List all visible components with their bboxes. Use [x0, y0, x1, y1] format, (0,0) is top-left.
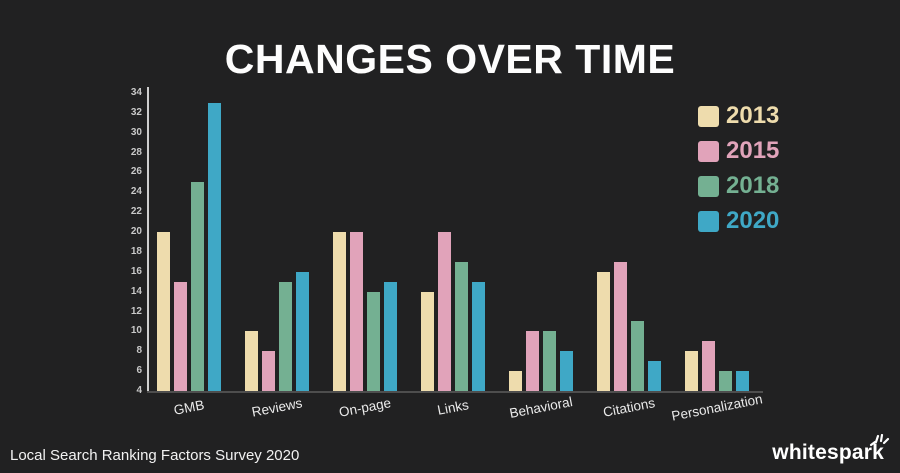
bar-group-on-page: [333, 93, 397, 391]
y-tick-label: 32: [130, 107, 142, 118]
spark-burst-icon: [868, 431, 890, 455]
bar-behavioral-2020: [560, 351, 573, 391]
bar-gmb-2018: [191, 182, 204, 391]
chart-title: CHANGES OVER TIME: [224, 36, 676, 82]
bar-personalization-2018: [719, 371, 732, 391]
legend-item-2013: 2013: [698, 104, 779, 128]
bar-personalization-2015: [702, 341, 715, 391]
y-tick-label: 18: [130, 246, 142, 257]
x-category-label-gmb: GMB: [172, 397, 206, 418]
whitespark-logo: whitespark: [772, 433, 890, 465]
y-tick-label: 6: [136, 365, 142, 376]
bar-group-personalization: [685, 93, 749, 391]
whitespark-logo-text: whitespark: [772, 441, 884, 464]
y-tick-label: 20: [130, 226, 142, 237]
legend-item-2018: 2018: [698, 174, 779, 198]
source-caption: Local Search Ranking Factors Survey 2020: [10, 447, 300, 464]
legend-swatch-2018: [698, 175, 719, 197]
bar-links-2020: [472, 282, 485, 391]
bar-citations-2020: [648, 361, 661, 391]
y-tick-label: 34: [130, 87, 142, 98]
bar-reviews-2015: [262, 351, 275, 391]
y-tick-label: 28: [130, 147, 142, 158]
bar-citations-2013: [597, 272, 610, 391]
bar-group-citations: [597, 93, 661, 391]
y-tick-label: 4: [136, 385, 142, 396]
bar-group-reviews: [245, 93, 309, 391]
legend-item-2020: 2020: [698, 209, 779, 233]
legend-swatch-2020: [698, 210, 719, 232]
bar-on-page-2018: [367, 292, 380, 391]
x-category-label-behavioral: Behavioral: [508, 394, 574, 421]
y-tick-label: 12: [130, 306, 142, 317]
legend-label-2020: 2020: [726, 207, 780, 234]
y-tick-label: 14: [130, 286, 142, 297]
bar-citations-2015: [614, 262, 627, 391]
y-tick-label: 24: [130, 186, 142, 197]
bar-group-gmb: [157, 93, 221, 391]
legend-item-2015: 2015: [698, 139, 779, 163]
x-category-label-citations: Citations: [601, 395, 657, 420]
legend-label-2013: 2013: [726, 102, 780, 129]
bar-behavioral-2013: [509, 371, 522, 391]
y-tick-label: 30: [130, 127, 142, 138]
y-tick-label: 26: [130, 166, 142, 177]
bar-personalization-2020: [736, 371, 749, 391]
legend-swatch-2013: [698, 105, 719, 127]
y-tick-label: 10: [130, 325, 142, 336]
bar-on-page-2013: [333, 232, 346, 391]
bar-citations-2018: [631, 321, 644, 391]
bar-group-behavioral: [509, 93, 573, 391]
x-category-label-on-page: On-page: [337, 395, 393, 420]
bar-reviews-2018: [279, 282, 292, 391]
y-tick-label: 22: [130, 206, 142, 217]
bar-on-page-2015: [350, 232, 363, 391]
bar-groups: [149, 93, 761, 391]
x-category-label-links: Links: [436, 397, 470, 418]
bar-personalization-2013: [685, 351, 698, 391]
bar-behavioral-2018: [543, 331, 556, 391]
bar-links-2013: [421, 292, 434, 391]
y-tick-label: 16: [130, 266, 142, 277]
bar-chart-plot-area: 4 6 8 10 12 14 16 18 20 22 24 26 28 30 32 34 GMB Reviews…: [131, 87, 764, 424]
x-axis-category-labels: GMB Reviews On-page Links Behavioral Citation…: [149, 391, 763, 423]
bar-links-2018: [455, 262, 468, 391]
legend: 2013 2015 2018 2020: [698, 104, 779, 233]
bar-links-2015: [438, 232, 451, 391]
bar-reviews-2020: [296, 272, 309, 391]
bar-gmb-2013: [157, 232, 170, 391]
bar-gmb-2015: [174, 282, 187, 391]
legend-label-2018: 2018: [726, 172, 780, 199]
x-category-label-reviews: Reviews: [250, 395, 304, 420]
legend-swatch-2015: [698, 140, 719, 162]
x-category-label-personalization: Personalization: [670, 391, 764, 424]
bar-on-page-2020: [384, 282, 397, 391]
legend-label-2015: 2015: [726, 137, 780, 164]
bar-behavioral-2015: [526, 331, 539, 391]
y-tick-label: 8: [136, 345, 142, 356]
bar-reviews-2013: [245, 331, 258, 391]
bar-group-links: [421, 93, 485, 391]
bar-gmb-2020: [208, 103, 221, 391]
